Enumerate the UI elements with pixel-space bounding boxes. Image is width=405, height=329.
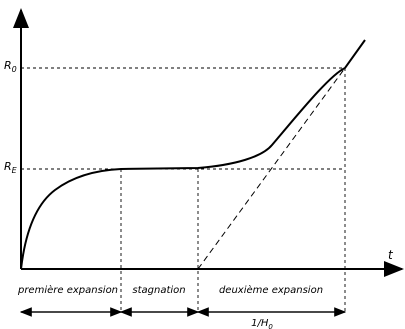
t-axis-label: t: [388, 248, 394, 262]
r0-label: R0: [4, 59, 17, 74]
phase-label-stagnation: stagnation: [132, 285, 185, 296]
tangent-line: [197, 67, 346, 270]
interval-label: 1/H0: [251, 318, 273, 329]
phase-label-first: première expansion: [17, 284, 118, 296]
expansion-curve: [20, 39, 366, 270]
re-label: RE: [4, 160, 18, 175]
phase-label-second: deuxième expansion: [219, 284, 323, 296]
